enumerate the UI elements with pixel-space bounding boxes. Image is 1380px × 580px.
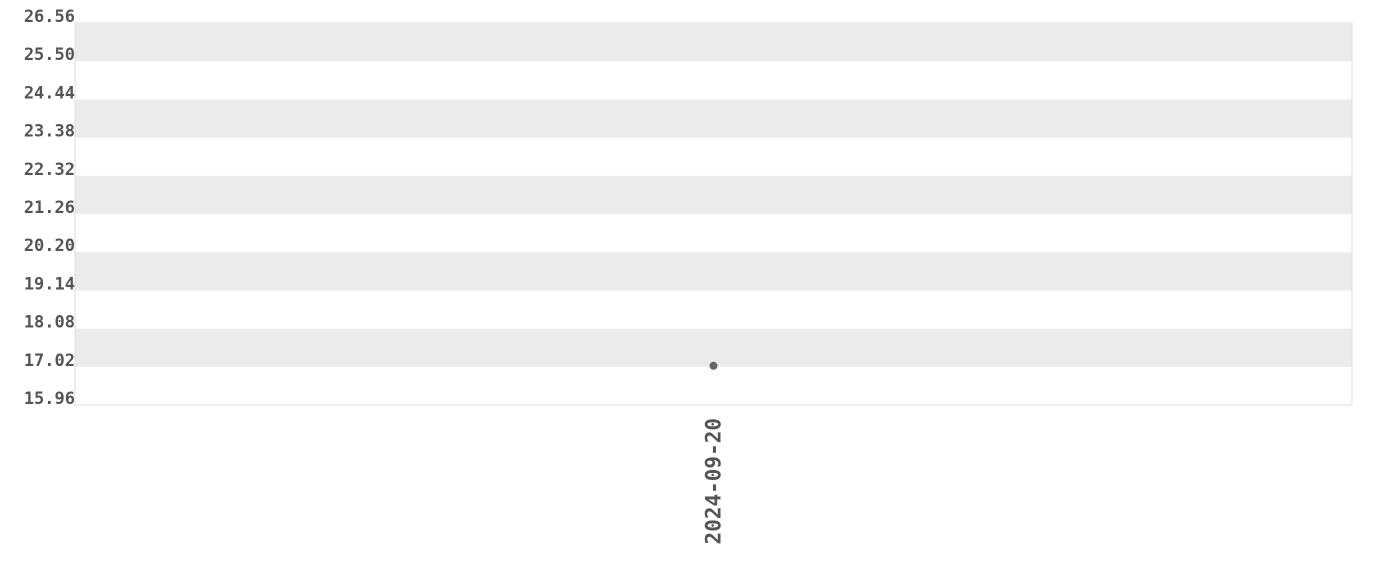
y-tick-label: 23.38 <box>24 122 75 142</box>
y-tick-label: 21.26 <box>24 198 75 218</box>
grid-band <box>75 23 1352 62</box>
y-tick-label: 18.08 <box>24 313 75 333</box>
y-tick-label: 25.50 <box>24 45 75 65</box>
y-tick-label: 19.14 <box>24 274 75 294</box>
x-tick-label: 2024-09-20 <box>702 418 726 544</box>
y-tick-label: 26.56 <box>24 7 75 27</box>
y-tick-label: 22.32 <box>24 160 75 180</box>
grid-band <box>75 99 1352 138</box>
y-tick-label: 20.20 <box>24 236 75 256</box>
grid-band <box>75 328 1352 367</box>
y-tick-label: 15.96 <box>24 389 75 409</box>
y-tick-label: 24.44 <box>24 83 75 103</box>
grid-band <box>75 175 1352 214</box>
grid-band <box>75 252 1352 291</box>
data-point <box>709 361 718 370</box>
y-tick-label: 17.02 <box>24 351 75 371</box>
